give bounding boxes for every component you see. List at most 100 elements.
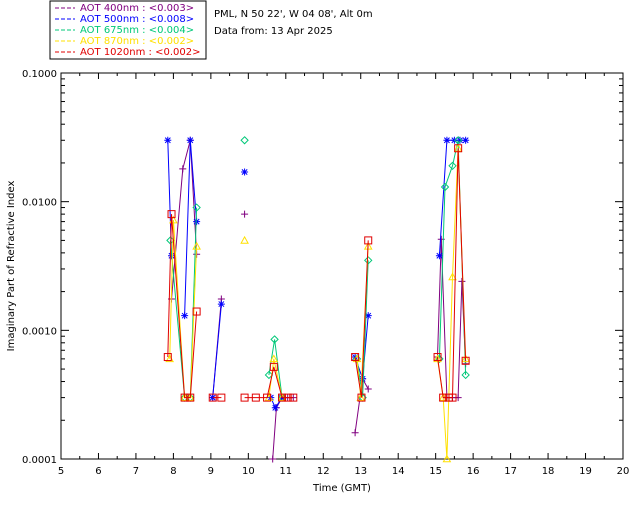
series-line [437,148,467,399]
triangle-marker [192,241,201,250]
square-marker [357,393,366,402]
asterisk-marker [181,312,189,320]
asterisk-marker [443,136,451,144]
series-line [167,214,198,399]
x-tick-label: 11 [279,466,292,477]
legend-box [49,0,207,60]
square-marker [217,393,226,402]
diamond-marker [364,256,373,265]
square-marker [278,393,287,402]
plus-marker [179,165,187,173]
square-marker [364,236,373,245]
series-line [354,240,369,398]
square-marker [263,393,272,402]
asterisk-marker [217,300,225,308]
diamond-marker [435,354,444,364]
asterisk-marker [164,136,172,144]
diamond-marker [240,136,249,145]
square-marker [454,144,463,153]
series-1 [168,136,470,463]
x-axis-label: Time (GMT) [312,483,371,494]
triangle-marker [433,354,442,363]
x-tick-label: 8 [170,466,176,477]
x-tick-label: 12 [317,466,330,477]
triangle-marker [240,235,249,244]
diamond-marker [461,370,470,380]
legend: AOT 400nm : <0.003>AOT 500nm : <0.008>AO… [49,0,207,60]
square-marker [269,362,278,371]
plus-marker [269,455,277,463]
triangle-marker [269,354,279,363]
chart-title-date: Data from: 13 Apr 2025 [214,26,333,37]
x-tick-label: 19 [579,466,592,477]
x-tick-label: 16 [467,466,480,477]
square-marker [240,393,249,402]
plus-marker [364,385,372,393]
series-2 [164,136,470,412]
y-tick-label: 0.1000 [22,69,57,80]
triangle-marker [448,272,457,281]
series-4 [165,143,470,463]
plus-marker [351,429,359,437]
square-marker [461,356,470,365]
square-marker [192,307,201,316]
square-marker [186,393,195,402]
plus-marker [458,277,466,285]
y-axis-label: Imaginary Part of Refractive Index [6,181,17,352]
square-marker [433,353,442,362]
x-tick-label: 5 [58,466,64,477]
square-marker [448,393,457,402]
square-marker [163,353,172,362]
triangle-marker [356,393,366,401]
legend-label: AOT 400nm : <0.003> [80,3,194,14]
y-tick-label: 0.0001 [22,455,57,466]
square-marker [351,353,360,362]
legend-label: AOT 675nm : <0.004> [80,25,194,36]
series-5 [163,144,470,402]
x-tick-label: 17 [504,466,517,477]
x-tick-label: 13 [354,466,367,477]
square-marker [283,393,292,402]
legend-label: AOT 500nm : <0.008> [80,14,194,25]
series-line [171,140,198,300]
plot-area [60,72,624,460]
asterisk-marker [435,252,443,260]
triangle-marker [461,354,470,363]
asterisk-marker [241,168,249,176]
asterisk-marker [462,136,470,144]
diamond-marker [440,182,450,192]
legend-label: AOT 1020nm : <0.002> [80,47,200,58]
series-line [244,366,294,399]
diamond-marker [192,203,201,212]
x-tick-label: 7 [133,466,139,477]
x-tick-label: 10 [242,466,255,477]
x-tick-label: 15 [429,466,442,477]
legend-label: AOT 870nm : <0.002> [80,36,194,47]
series-3 [166,136,470,402]
square-marker [289,393,298,402]
square-marker [167,210,176,219]
series-line [268,358,283,398]
y-tick-label: 0.0010 [22,326,57,337]
x-tick-label: 20 [617,466,630,477]
diamond-marker [270,335,279,344]
asterisk-marker [271,404,279,412]
plus-marker [241,210,249,218]
asterisk-marker [364,312,372,320]
asterisk-marker [186,136,194,144]
series-line [212,304,222,398]
square-marker [180,393,189,402]
square-marker [208,393,217,402]
x-tick-label: 14 [392,466,405,477]
chart-title-location: PML, N 50 22', W 04 08', Alt 0m [214,9,373,20]
diamond-marker [264,370,274,380]
triangle-marker [442,454,452,463]
y-tick-label: 0.0100 [22,198,57,209]
square-marker [251,393,260,402]
square-marker [439,393,448,402]
x-tick-label: 18 [542,466,555,477]
asterisk-marker [456,136,464,144]
diamond-marker [448,161,457,171]
x-tick-label: 9 [208,466,214,477]
